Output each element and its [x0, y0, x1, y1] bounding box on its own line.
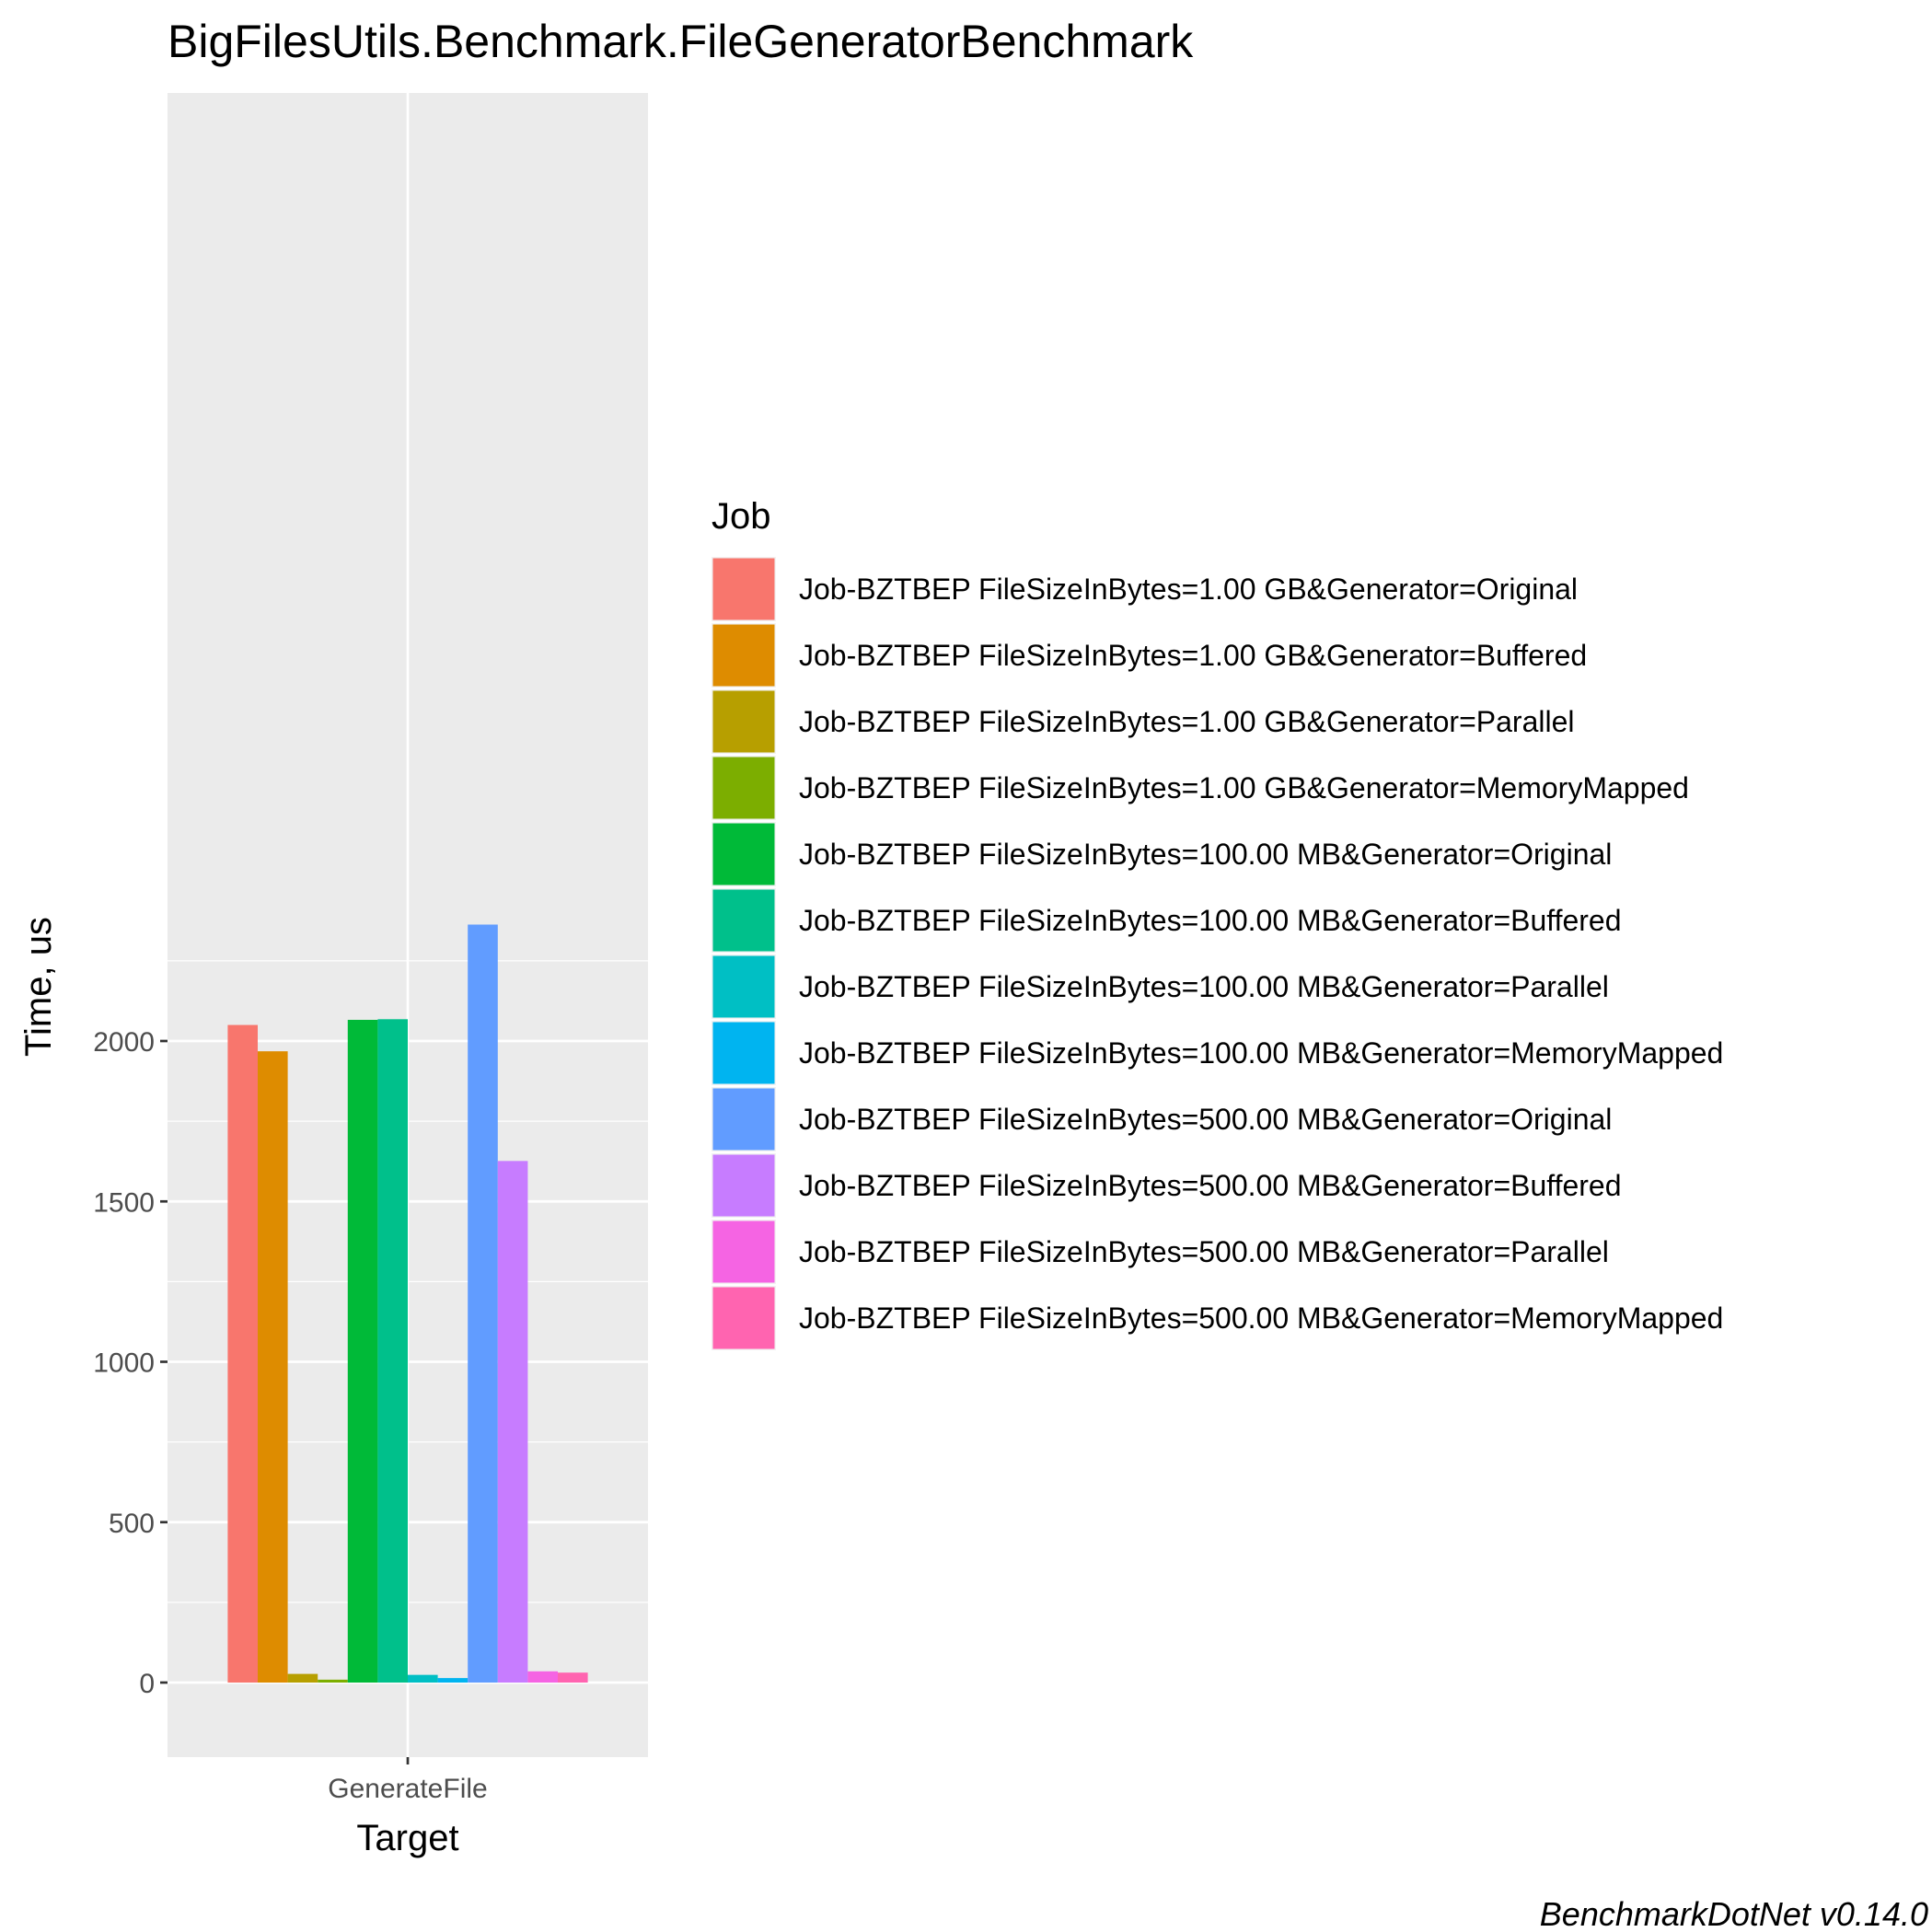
legend-key — [712, 1088, 775, 1151]
legend-label: Job-BZTBEP FileSizeInBytes=100.00 MB&Gen… — [799, 970, 1609, 1003]
bar — [468, 924, 498, 1683]
bar — [347, 1019, 378, 1683]
legend-key — [712, 889, 775, 952]
legend: Job-BZTBEP FileSizeInBytes=1.00 GB&Gener… — [711, 557, 1723, 1350]
legend-key — [712, 955, 775, 1018]
y-tick-label: 2000 — [93, 1027, 155, 1058]
bar — [408, 1674, 438, 1683]
bar — [258, 1051, 288, 1683]
legend-key — [712, 690, 775, 753]
legend-label: Job-BZTBEP FileSizeInBytes=500.00 MB&Gen… — [799, 1103, 1612, 1136]
legend-key — [712, 558, 775, 620]
bar — [497, 1161, 528, 1683]
caption: BenchmarkDotNet v0.14.0 — [1540, 1895, 1928, 1932]
y-tick-label: 0 — [139, 1669, 155, 1699]
legend-label: Job-BZTBEP FileSizeInBytes=500.00 MB&Gen… — [799, 1301, 1723, 1335]
legend-key — [712, 823, 775, 885]
x-tick-label: GenerateFile — [328, 1774, 487, 1804]
legend-label: Job-BZTBEP FileSizeInBytes=100.00 MB&Gen… — [799, 838, 1612, 871]
x-axis-title: Target — [356, 1818, 458, 1858]
bar — [558, 1672, 588, 1683]
y-tick-label: 1500 — [93, 1187, 155, 1218]
legend-key — [712, 1154, 775, 1217]
legend-key — [712, 1022, 775, 1084]
x-axis: GenerateFile — [328, 1757, 488, 1804]
bar — [318, 1679, 348, 1683]
bar — [437, 1678, 469, 1683]
bar — [227, 1024, 258, 1683]
y-axis: 0 500 1000 1500 2000 — [93, 1027, 168, 1699]
bar — [377, 1019, 408, 1683]
legend-label: Job-BZTBEP FileSizeInBytes=1.00 GB&Gener… — [799, 573, 1578, 606]
legend-label: Job-BZTBEP FileSizeInBytes=1.00 GB&Gener… — [799, 639, 1587, 672]
legend-label: Job-BZTBEP FileSizeInBytes=100.00 MB&Gen… — [799, 904, 1622, 937]
legend-key — [712, 1287, 775, 1349]
y-axis-title: Time, us — [18, 917, 59, 1057]
bar — [287, 1673, 318, 1683]
legend-label: Job-BZTBEP FileSizeInBytes=1.00 GB&Gener… — [799, 771, 1689, 804]
chart-title: BigFilesUtils.Benchmark.FileGeneratorBen… — [168, 16, 1194, 67]
legend-key — [712, 624, 775, 687]
legend-label: Job-BZTBEP FileSizeInBytes=500.00 MB&Gen… — [799, 1235, 1609, 1268]
y-tick-label: 500 — [109, 1509, 155, 1539]
legend-label: Job-BZTBEP FileSizeInBytes=100.00 MB&Gen… — [799, 1036, 1723, 1070]
legend-key — [712, 1221, 775, 1283]
bar — [527, 1671, 558, 1683]
y-tick-label: 1000 — [93, 1348, 155, 1379]
legend-key — [712, 757, 775, 819]
legend-label: Job-BZTBEP FileSizeInBytes=1.00 GB&Gener… — [799, 705, 1574, 738]
legend-title: Job — [711, 496, 771, 537]
legend-label: Job-BZTBEP FileSizeInBytes=500.00 MB&Gen… — [799, 1169, 1622, 1202]
bars — [227, 924, 588, 1683]
